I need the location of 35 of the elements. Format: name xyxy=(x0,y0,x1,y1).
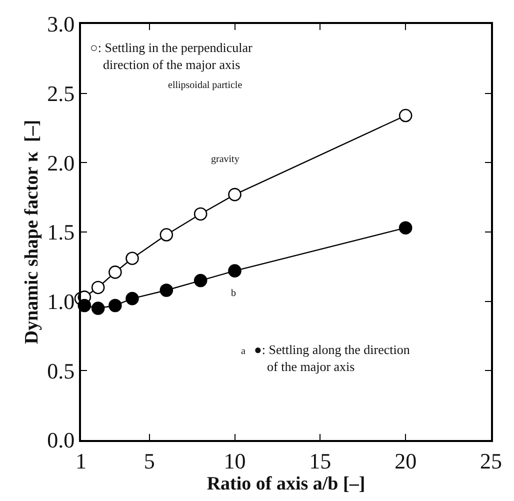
y-tick-label: 1.0 xyxy=(47,289,75,314)
y-tick-label: 1.5 xyxy=(47,220,75,245)
y-tick-label: 0.0 xyxy=(47,428,75,453)
x-tick-label: 15 xyxy=(309,448,332,474)
point xyxy=(228,188,242,202)
annotation: a xyxy=(241,346,246,357)
point xyxy=(108,298,122,312)
x-tick-label: 1 xyxy=(76,448,86,474)
point xyxy=(194,207,208,221)
point xyxy=(126,252,139,265)
annotation: ○: Settling in the perpendicular direction of the major axis xyxy=(90,40,254,72)
x-tick-label: 25 xyxy=(480,448,502,474)
y-axis-title: Dynamic shape factor κ [–] xyxy=(21,120,42,344)
point xyxy=(194,274,208,288)
point xyxy=(398,221,412,234)
annotation: ●: Settling along the direction of the major axis xyxy=(254,342,410,374)
y-tick-label: 2.5 xyxy=(47,81,75,106)
x-tick-label: 5 xyxy=(144,448,155,474)
point xyxy=(108,266,122,279)
point xyxy=(398,108,412,122)
point xyxy=(126,292,139,306)
x-tick-label: 10 xyxy=(224,448,246,474)
point xyxy=(91,280,105,294)
annotation: b xyxy=(231,288,236,299)
y-tick-label: 3.0 xyxy=(47,12,75,37)
point xyxy=(160,228,174,242)
y-tick-label: 2.0 xyxy=(47,150,75,176)
y-tick-label: 0.5 xyxy=(47,358,75,384)
x-axis-title: Ratio of axis a/b [–] xyxy=(206,473,366,494)
point xyxy=(228,264,242,278)
point xyxy=(160,284,174,297)
annotation: ellipsoidal particle xyxy=(168,80,243,91)
annotation: gravity xyxy=(211,154,240,165)
point xyxy=(91,302,105,315)
x-tick-label: 20 xyxy=(394,448,417,474)
